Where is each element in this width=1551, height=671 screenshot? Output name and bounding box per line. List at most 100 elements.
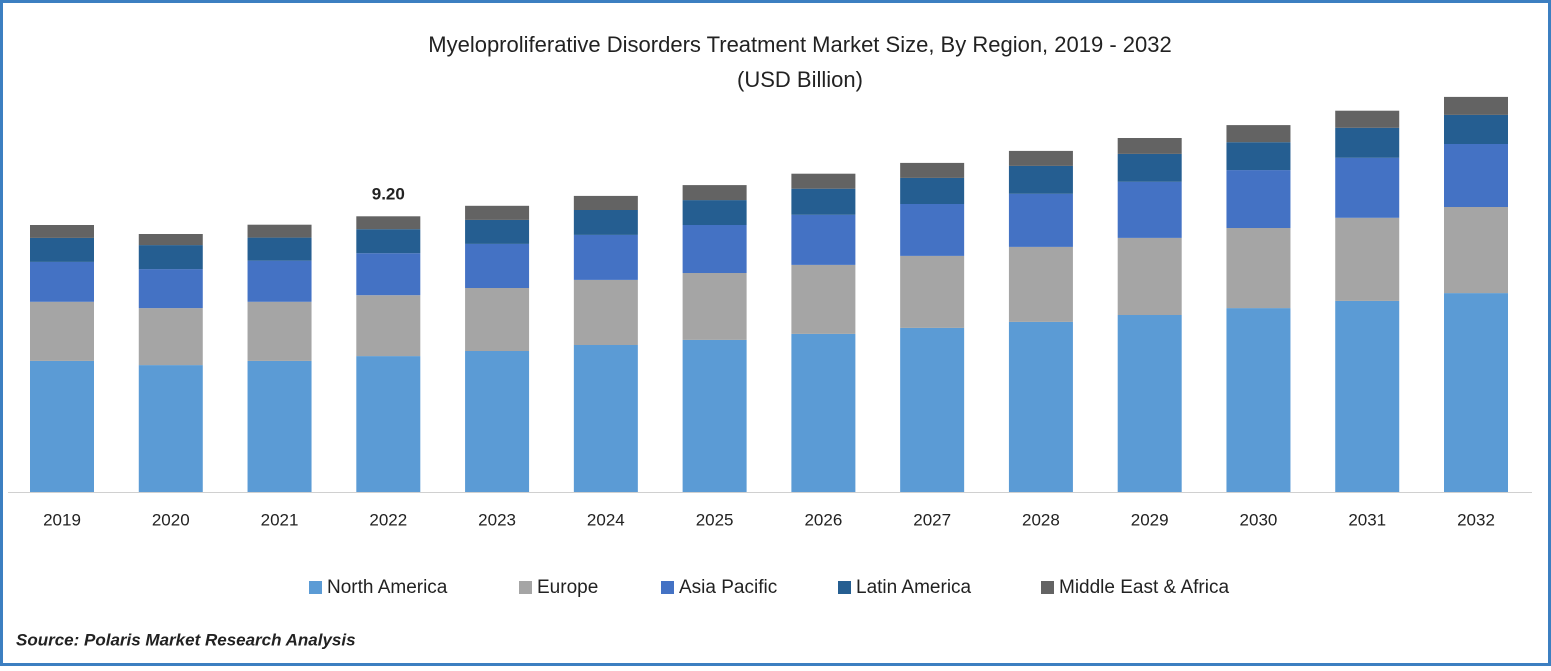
bar-segment	[465, 351, 530, 492]
chart-subtitle: (USD Billion)	[737, 67, 863, 92]
bar-segment	[900, 177, 965, 204]
bar-segment	[1117, 138, 1182, 154]
x-tick-label: 2028	[1022, 510, 1060, 529]
legend-label: North America	[327, 577, 448, 598]
bar-segment	[30, 237, 94, 262]
bar-segment	[30, 225, 94, 238]
x-tick-label: 2026	[804, 510, 842, 529]
bar-segment	[791, 188, 856, 215]
bar-segment	[247, 237, 312, 261]
bar-segment	[1335, 217, 1400, 301]
x-tick-label: 2025	[696, 510, 734, 529]
x-tick-label: 2032	[1457, 510, 1495, 529]
bar-segment	[573, 279, 638, 345]
chart-title: Myeloproliferative Disorders Treatment M…	[428, 32, 1171, 57]
x-tick-label: 2027	[913, 510, 951, 529]
x-tick-label: 2019	[43, 510, 81, 529]
bar-segment	[1226, 228, 1291, 309]
bar-segment	[30, 261, 94, 302]
x-tick-label: 2023	[478, 510, 516, 529]
bar-segment	[573, 195, 638, 210]
legend-label: Latin America	[856, 577, 972, 598]
bar-segment	[138, 234, 203, 246]
x-tick-label: 2031	[1348, 510, 1386, 529]
bar-segment	[791, 173, 856, 189]
total-label: 9.20	[372, 184, 405, 203]
bar-segment	[1335, 300, 1400, 492]
bar-segment	[1226, 125, 1291, 143]
bar-segment	[465, 243, 530, 288]
bar-segment	[900, 162, 965, 178]
legend-label: Europe	[537, 577, 598, 598]
bar-segment	[1444, 114, 1508, 144]
bar-segment	[356, 229, 421, 254]
source: Source: Polaris Market Research Analysis	[16, 630, 356, 649]
bar-segment	[247, 224, 312, 238]
bar-segment	[138, 365, 203, 492]
bar-segment	[1444, 293, 1508, 492]
bar-segment	[1008, 193, 1073, 247]
x-tick-label: 2029	[1131, 510, 1169, 529]
x-tick-label: 2024	[587, 510, 625, 529]
bar-segment	[900, 327, 965, 492]
bar-segment	[138, 269, 203, 309]
bar-segment	[1008, 321, 1073, 492]
legend-swatch	[661, 581, 674, 594]
legend-swatch	[519, 581, 532, 594]
bar-segment	[1335, 157, 1400, 218]
bar-segment	[573, 234, 638, 280]
legend-swatch	[309, 581, 322, 594]
legend-swatch	[1041, 581, 1054, 594]
bar-segment	[30, 360, 94, 492]
bar-segment	[1117, 315, 1182, 492]
bar-segment	[900, 255, 965, 328]
bar-segment	[1117, 181, 1182, 238]
bar-segment	[247, 360, 312, 492]
bar-segment	[791, 214, 856, 265]
bar-segment	[138, 308, 203, 366]
legend-swatch	[838, 581, 851, 594]
bar-segment	[791, 333, 856, 492]
x-tick-label: 2020	[152, 510, 190, 529]
x-tick-label: 2030	[1240, 510, 1278, 529]
bar-segment	[30, 301, 94, 361]
bar-segment	[1008, 246, 1073, 322]
legend-label: Asia Pacific	[679, 577, 777, 598]
x-tick-label: 2022	[369, 510, 407, 529]
bar-segment	[1335, 110, 1400, 128]
bar-segment	[1117, 237, 1182, 315]
bar-segment	[247, 301, 312, 361]
bar-segment	[900, 204, 965, 256]
bar-segment	[791, 264, 856, 334]
legend-label: Middle East & Africa	[1059, 577, 1229, 598]
bar-segment	[682, 185, 747, 201]
bar-segment	[1226, 170, 1291, 228]
bar-segment	[682, 339, 747, 492]
x-tick-label: 2021	[261, 510, 299, 529]
bar-segment	[138, 245, 203, 270]
bar-segment	[682, 200, 747, 225]
bar-segment	[356, 253, 421, 296]
bar-segment	[1226, 308, 1291, 492]
bar-segment	[1226, 142, 1291, 171]
bar-segment	[573, 210, 638, 235]
bar-segment	[465, 219, 530, 244]
bar-segment	[1008, 150, 1073, 166]
bar-segment	[1008, 165, 1073, 194]
bar-segment	[356, 216, 421, 230]
bar-segment	[682, 273, 747, 340]
bar-segment	[1117, 153, 1182, 182]
bar-segment	[573, 345, 638, 492]
bar-segment	[1444, 144, 1508, 207]
bar-segment	[465, 288, 530, 351]
bar-segment	[682, 225, 747, 273]
bar-segment	[247, 260, 312, 302]
bar-segment	[356, 356, 421, 492]
bar-segment	[1335, 127, 1400, 158]
bar-segment	[356, 295, 421, 357]
bar-segment	[465, 205, 530, 220]
bar-segment	[1444, 207, 1508, 294]
